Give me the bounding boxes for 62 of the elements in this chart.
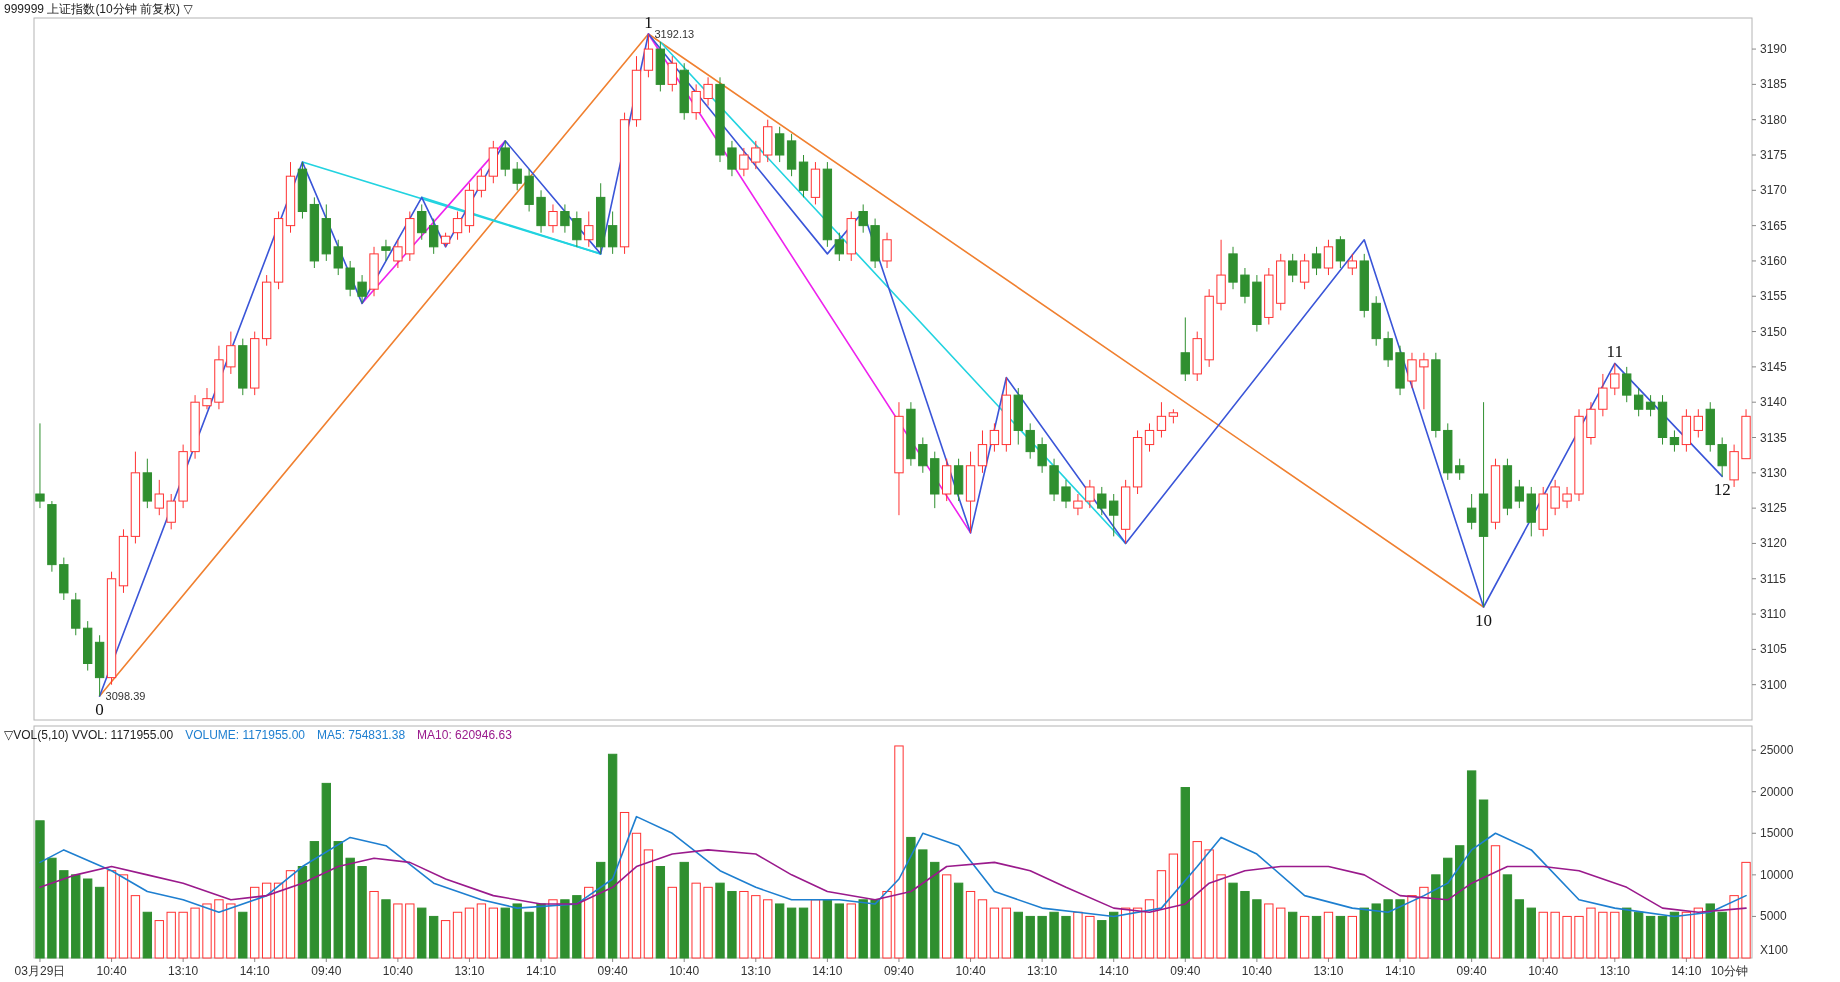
x-tick-label: 13:10 bbox=[1027, 964, 1058, 978]
y-tick-label: 10000 bbox=[1760, 867, 1794, 882]
annotation: 0 bbox=[95, 700, 104, 720]
y-tick-label: 3120 bbox=[1760, 536, 1788, 551]
x-tick-label: 13:10 bbox=[454, 964, 485, 978]
y-tick-label: 3160 bbox=[1760, 253, 1788, 268]
y-tick-label: 3175 bbox=[1760, 148, 1788, 163]
y-tick-label: 3190 bbox=[1760, 42, 1788, 57]
y-tick-label: 3110 bbox=[1760, 607, 1787, 622]
x-tick-label: 09:40 bbox=[1170, 964, 1201, 978]
y-tick-label: 20000 bbox=[1760, 784, 1794, 799]
x-tick-label: 10:40 bbox=[669, 964, 700, 978]
y-tick-label: 3150 bbox=[1760, 324, 1788, 339]
x-tick-label: 09:40 bbox=[311, 964, 342, 978]
annotation: 1 bbox=[644, 13, 653, 33]
x-tick-label: 03月29日 bbox=[14, 964, 66, 978]
x-tick-label: 13:10 bbox=[1599, 964, 1631, 978]
y-tick-label: 5000 bbox=[1760, 909, 1788, 924]
x-tick-label: 09:40 bbox=[597, 964, 628, 978]
y-tick-label: 3185 bbox=[1760, 77, 1788, 92]
y-tick-label: 3125 bbox=[1760, 501, 1788, 516]
y-tick-label: 3180 bbox=[1760, 112, 1788, 127]
x-tick-label: 09:40 bbox=[1456, 964, 1487, 978]
x-tick-label: 10:40 bbox=[382, 964, 414, 978]
y-tick-label: 3145 bbox=[1760, 359, 1788, 374]
annotation: 11 bbox=[1606, 342, 1623, 362]
x-tick-label: 14:10 bbox=[1671, 964, 1702, 978]
annotation: 3192.13 bbox=[654, 28, 695, 41]
y-tick-label: 3105 bbox=[1760, 642, 1788, 657]
x-tick-label: 13:10 bbox=[740, 964, 772, 978]
x-tick-label: 10:40 bbox=[1241, 964, 1273, 978]
x-tick-label: 13:10 bbox=[1313, 964, 1344, 978]
annotation: 10 bbox=[1475, 611, 1493, 630]
x-tick-label: 14:10 bbox=[812, 964, 843, 978]
y-tick-label: 25000 bbox=[1760, 743, 1794, 758]
x-tick-label: 09:40 bbox=[883, 964, 915, 978]
x-tick-label: 14:10 bbox=[239, 964, 271, 978]
y-tick-label: 15000 bbox=[1760, 826, 1794, 841]
text: MA10: 620946.63 bbox=[417, 728, 513, 742]
y-tick-label: 3140 bbox=[1760, 395, 1788, 410]
text: 10分钟 bbox=[1710, 964, 1748, 978]
chart-title: ▽VOL(5,10) VVOL: 1171955.00 bbox=[4, 728, 174, 742]
x-tick-label: 13:10 bbox=[168, 964, 199, 978]
annotation: 12 bbox=[1713, 480, 1731, 500]
y-tick-label: 3130 bbox=[1760, 465, 1788, 480]
x-tick-label: 14:10 bbox=[526, 964, 557, 978]
y-tick-label: 3170 bbox=[1760, 183, 1788, 198]
y-tick-label: 3155 bbox=[1760, 289, 1788, 304]
y-tick-label: 3100 bbox=[1760, 677, 1788, 692]
x-tick-label: 10:40 bbox=[955, 964, 986, 978]
x-tick-label: 10:40 bbox=[1528, 964, 1559, 978]
text: MA5: 754831.38 bbox=[316, 728, 406, 742]
x-tick-label: 14:10 bbox=[1385, 964, 1416, 978]
text: X100 bbox=[1760, 943, 1789, 957]
x-tick-label: 14:10 bbox=[1098, 964, 1130, 978]
chart-title: 999999 上证指数(10分钟 前复权) ▽ bbox=[4, 2, 194, 16]
x-tick-label: 10:40 bbox=[96, 964, 127, 978]
y-tick-label: 3135 bbox=[1760, 430, 1788, 445]
y-tick-label: 3115 bbox=[1760, 571, 1787, 586]
chart-subtitle: VOLUME: 1171955.00 bbox=[185, 728, 306, 742]
annotation: 3098.39 bbox=[105, 690, 146, 703]
y-tick-label: 3165 bbox=[1760, 218, 1788, 233]
